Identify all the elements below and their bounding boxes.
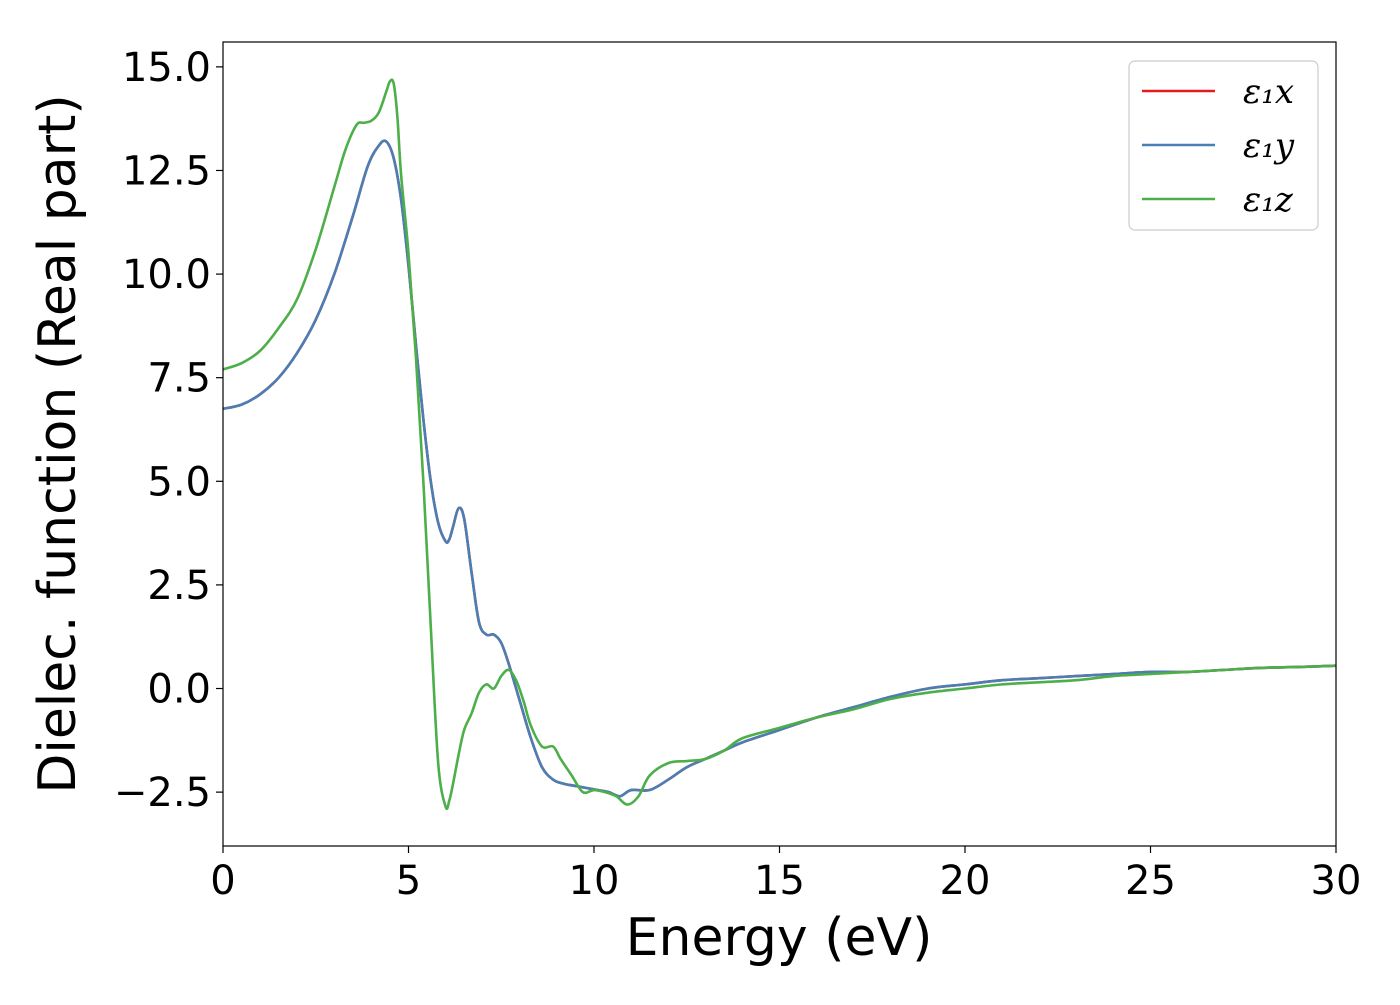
legend-label: ε₁z	[1243, 180, 1294, 220]
x-tick-label: 5	[396, 858, 421, 904]
series-line-2	[223, 139, 1336, 798]
y-axis-title: Dielec. function (Real part)	[28, 94, 88, 793]
x-tick-label: 10	[569, 858, 620, 904]
series-line-1	[223, 139, 1336, 798]
y-tick-label: −2.5	[114, 770, 211, 816]
y-tick-label: 10.0	[122, 252, 211, 298]
y-tick-label: 0.0	[147, 667, 211, 713]
x-axis-title: Energy (eV)	[626, 908, 933, 968]
x-tick-label: 25	[1125, 858, 1176, 904]
y-tick-label: 5.0	[147, 459, 211, 505]
y-tick-label: 12.5	[122, 148, 211, 194]
x-tick-label: 0	[210, 858, 235, 904]
series-line-3	[223, 78, 1336, 811]
legend-label: ε₁y	[1243, 126, 1295, 166]
legend-box	[1128, 60, 1319, 231]
x-tick-label: 15	[754, 858, 805, 904]
x-tick-label: 30	[1311, 858, 1362, 904]
x-tick-label: 20	[940, 858, 991, 904]
legend: ε₁x ε₁y ε₁z	[1128, 60, 1319, 231]
y-tick-label: 2.5	[147, 563, 211, 609]
y-tick-label: 15.0	[122, 45, 211, 91]
y-tick-label: 7.5	[147, 356, 211, 402]
legend-label: ε₁x	[1243, 72, 1294, 112]
